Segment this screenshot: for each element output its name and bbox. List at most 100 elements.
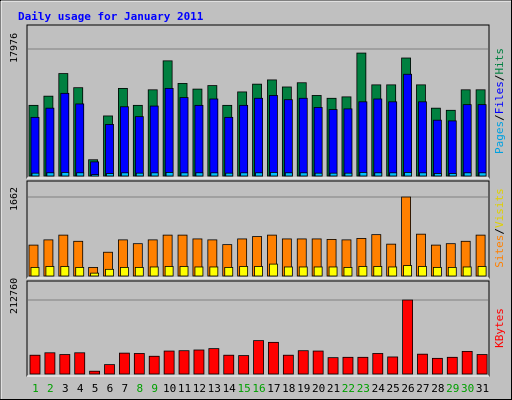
bar-files-day-31 <box>477 104 487 177</box>
bar-files-day-19 <box>298 97 308 177</box>
x-tick-label-day-27: 27 <box>416 382 429 395</box>
bar-files-day-16 <box>254 97 263 177</box>
bar-pages-day-14 <box>225 172 234 177</box>
x-tick-label-day-5: 5 <box>92 382 99 395</box>
bar-sites-day-16 <box>254 266 263 277</box>
bar-sites-day-25 <box>388 266 398 277</box>
bar-files-day-1 <box>30 116 40 177</box>
bar-pages-day-16 <box>255 172 263 177</box>
bar-files-day-5 <box>90 161 100 177</box>
bar-sites-day-1 <box>30 267 40 277</box>
bar-sites-day-28 <box>432 267 442 277</box>
bar-kbytes-day-22 <box>342 356 354 375</box>
bar-kbytes-day-6 <box>104 364 115 375</box>
x-tick-label-day-11: 11 <box>178 382 191 395</box>
bar-pages-day-15 <box>240 172 249 177</box>
bar-files-day-26 <box>403 73 412 177</box>
legend-kbytes: KBytes <box>493 308 506 348</box>
bar-sites-day-15 <box>239 266 249 277</box>
x-tick-label-day-15: 15 <box>237 382 250 395</box>
x-tick-label-day-9: 9 <box>151 382 158 395</box>
bar-sites-day-11 <box>179 266 189 277</box>
bar-sites-day-19 <box>298 266 308 277</box>
bar-pages-day-18 <box>284 172 293 177</box>
legend-item: / <box>493 228 506 235</box>
bar-kbytes-day-30 <box>461 350 473 375</box>
bar-sites-day-12 <box>194 266 204 277</box>
x-tick-label-day-7: 7 <box>122 382 129 395</box>
x-tick-label-day-10: 10 <box>163 382 176 395</box>
bar-kbytes-day-29 <box>446 356 458 375</box>
legend-item: Visits <box>493 188 506 228</box>
x-tick-label-day-14: 14 <box>223 382 237 395</box>
bar-files-day-20 <box>313 107 323 177</box>
bar-kbytes-day-25 <box>387 356 399 375</box>
bar-files-day-10 <box>164 87 174 177</box>
bar-pages-day-11 <box>180 172 189 177</box>
bar-pages-day-21 <box>329 172 338 177</box>
bar-files-day-22 <box>343 108 353 177</box>
bar-kbytes-day-27 <box>417 353 428 375</box>
bar-kbytes-day-3 <box>59 354 71 375</box>
bar-pages-day-28 <box>433 173 442 177</box>
bar-files-day-8 <box>134 116 144 177</box>
x-tick-label-day-29: 29 <box>446 382 459 395</box>
legend-item: / <box>493 75 506 82</box>
bar-kbytes-day-31 <box>476 354 488 375</box>
series-pages <box>31 172 487 177</box>
x-tick-label-day-30: 30 <box>461 382 474 395</box>
bar-pages-day-17 <box>270 172 278 177</box>
legend-pages-files-hits: Pages/Files/Hits <box>493 48 506 154</box>
bar-kbytes-day-8 <box>133 353 145 375</box>
bar-kbytes-day-15 <box>238 355 250 375</box>
bar-pages-day-10 <box>165 172 174 177</box>
bar-sites-day-17 <box>269 263 278 277</box>
bar-pages-day-30 <box>463 172 472 177</box>
bar-sites-day-27 <box>418 266 427 277</box>
bar-sites-day-5 <box>90 272 100 277</box>
bar-kbytes-day-10 <box>163 350 175 375</box>
x-tick-label-day-26: 26 <box>401 382 414 395</box>
x-tick-label-day-18: 18 <box>282 382 295 395</box>
bar-files-day-27 <box>418 101 427 177</box>
bar-kbytes-day-5 <box>89 370 101 375</box>
bar-kbytes-day-9 <box>148 355 160 375</box>
bar-kbytes-day-21 <box>327 357 339 375</box>
bar-files-day-11 <box>179 97 189 177</box>
bar-sites-day-30 <box>462 266 472 277</box>
bar-pages-day-4 <box>76 172 85 177</box>
bar-kbytes-day-1 <box>29 354 41 375</box>
bar-kbytes-day-2 <box>44 352 56 375</box>
bar-pages-day-5 <box>91 174 100 177</box>
legend-item: / <box>493 114 506 121</box>
bar-pages-day-6 <box>106 173 114 177</box>
bar-sites-day-18 <box>283 266 293 277</box>
bar-kbytes-day-17 <box>268 341 279 375</box>
bar-kbytes-day-13 <box>208 348 220 375</box>
bar-files-day-14 <box>224 116 234 177</box>
bar-sites-day-10 <box>164 266 174 277</box>
bar-kbytes-day-26 <box>402 299 413 375</box>
bar-pages-day-29 <box>448 173 457 177</box>
x-tick-label-day-13: 13 <box>208 382 221 395</box>
bar-kbytes-day-7 <box>119 352 130 375</box>
bar-pages-day-2 <box>46 172 55 177</box>
bar-pages-day-8 <box>135 172 144 177</box>
bar-files-day-24 <box>373 98 383 177</box>
x-tick-label-day-17: 17 <box>267 382 280 395</box>
bar-pages-day-20 <box>314 172 323 177</box>
bar-files-day-12 <box>194 104 204 177</box>
bar-files-day-4 <box>75 103 85 177</box>
bar-pages-day-22 <box>344 172 353 177</box>
bar-pages-day-25 <box>389 172 398 177</box>
chart-title: Daily usage for January 2011 <box>18 10 204 23</box>
bar-sites-day-3 <box>60 266 70 277</box>
x-tick-label-day-6: 6 <box>107 382 114 395</box>
x-tick-label-day-31: 31 <box>476 382 489 395</box>
bar-pages-day-27 <box>419 172 427 177</box>
bar-kbytes-day-28 <box>431 357 443 375</box>
bar-sites-day-2 <box>45 266 55 277</box>
bar-pages-day-19 <box>299 172 308 177</box>
